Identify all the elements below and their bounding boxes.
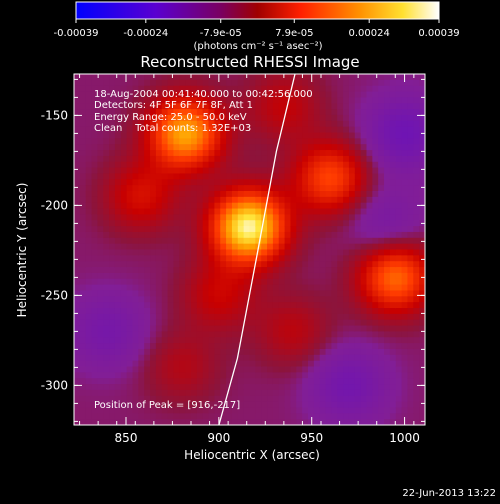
y-axis-label: Heliocentric Y (arcsec) xyxy=(15,183,29,318)
colorbar-tick-label: -7.9e-05 xyxy=(200,28,242,39)
chart-title: Reconstructed RHESSI Image xyxy=(140,53,359,71)
annotation-line-time: 18-Aug-2004 00:41:40.000 to 00:42:56.000 xyxy=(94,89,313,100)
colorbar: -0.00039 -0.00024 -7.9e-05 7.9e-05 0.00024 0.… xyxy=(54,1,460,52)
y-tick-label: -200 xyxy=(41,198,68,212)
colorbar-tick-label: 0.00039 xyxy=(418,28,459,39)
generated-timestamp: 22-Jun-2013 13:22 xyxy=(402,488,496,499)
y-tick-label: -250 xyxy=(41,288,68,302)
y-tick-label: -150 xyxy=(41,108,68,122)
annotation-line-energy: Energy Range: 25.0 - 50.0 keV xyxy=(94,112,247,123)
colorbar-gradient xyxy=(75,1,440,20)
observation-annotation: 18-Aug-2004 00:41:40.000 to 00:42:56.000… xyxy=(94,89,313,134)
colorbar-ticks: -0.00039 -0.00024 -7.9e-05 7.9e-05 0.00024 0.… xyxy=(54,19,460,39)
axis-ticks: 850 900 950 1000 -150 -200 -250 -300 xyxy=(41,74,425,445)
heatmap-cells xyxy=(74,74,425,425)
x-tick-label: 1000 xyxy=(389,431,420,445)
annotation-line-clean: Clean Total counts: 1.32E+03 xyxy=(94,123,251,134)
y-tick-label: -300 xyxy=(41,378,68,392)
annotation-line-detectors: Detectors: 4F 5F 6F 7F 8F, Att 1 xyxy=(94,100,253,111)
peak-position-label: Position of Peak = [916,-217] xyxy=(94,400,240,411)
x-axis-label: Heliocentric X (arcsec) xyxy=(184,448,320,462)
x-tick-label: 850 xyxy=(115,431,138,445)
heatmap-image xyxy=(74,74,425,425)
colorbar-tick-label: 7.9e-05 xyxy=(275,28,313,39)
colorbar-unit-label: (photons cm⁻² s⁻¹ asec⁻²) xyxy=(193,41,322,52)
colorbar-tick-label: -0.00024 xyxy=(123,28,168,39)
x-tick-label: 950 xyxy=(300,431,323,445)
colorbar-tick-label: -0.00039 xyxy=(54,28,99,39)
plot-frame xyxy=(73,73,426,426)
solar-limb-curve xyxy=(218,74,296,425)
colorbar-tick-label: 0.00024 xyxy=(349,28,390,39)
x-tick-label: 900 xyxy=(207,431,230,445)
